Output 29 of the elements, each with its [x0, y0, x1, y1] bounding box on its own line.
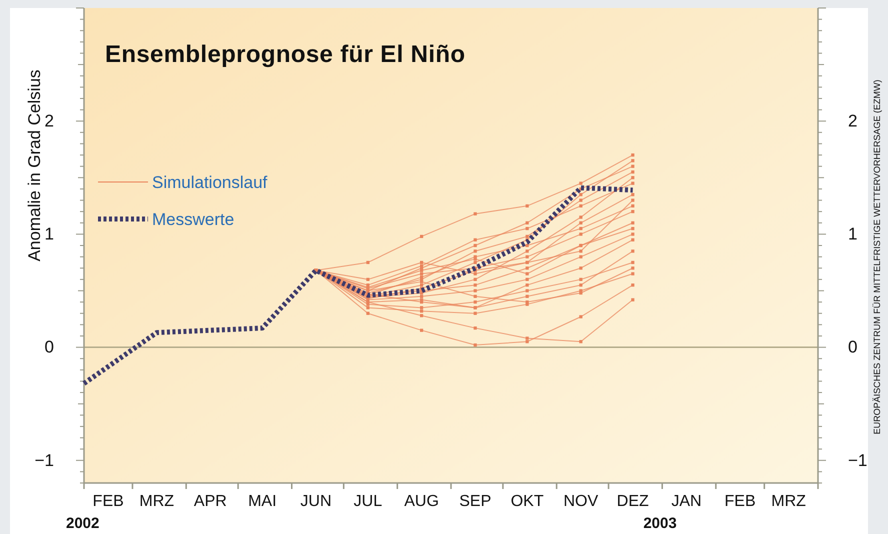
x-tick-label: MRZ — [771, 493, 806, 510]
text: Ensembleprognose für El Niño — [105, 41, 465, 68]
y-tick-label: −1 — [34, 450, 54, 470]
legend-label: Messwerte — [152, 210, 234, 229]
x-tick-label: SEP — [459, 493, 492, 510]
y-tick-label: 0 — [44, 338, 54, 357]
text: 2002 — [66, 515, 100, 532]
x-tick-label: OKT — [510, 493, 544, 510]
y2-tick-label: 0 — [848, 338, 858, 357]
legend-label: Simulationslauf — [152, 173, 268, 192]
x-tick-label: JAN — [671, 493, 702, 510]
x-tick-label: DEZ — [616, 493, 649, 510]
x-tick-label: FEB — [724, 493, 756, 510]
y-tick-label: 2 — [44, 112, 54, 131]
x-tick-label: JUN — [300, 493, 332, 510]
y2-tick-label: −1 — [848, 450, 868, 470]
y2-tick-label: 2 — [848, 112, 858, 131]
x-tick-label: AUG — [404, 493, 439, 510]
x-tick-label: JUL — [354, 493, 382, 510]
text: 2003 — [643, 515, 677, 532]
x-tick-label: APR — [194, 493, 227, 510]
y-tick-label: 1 — [44, 224, 54, 244]
y2-tick-label: 1 — [848, 224, 858, 244]
text: EUROPÄISCHES ZENTRUM FÜR MITTELFRISTIGE WETTERVORHERSAGE (EZMW) — [872, 80, 882, 434]
x-tick-label: MRZ — [139, 493, 174, 510]
x-tick-label: FEB — [92, 493, 124, 510]
x-tick-label: MAI — [248, 493, 277, 510]
y-axis-title: Anomalie in Grad Celsius — [25, 70, 44, 262]
x-tick-label: NOV — [564, 493, 598, 510]
